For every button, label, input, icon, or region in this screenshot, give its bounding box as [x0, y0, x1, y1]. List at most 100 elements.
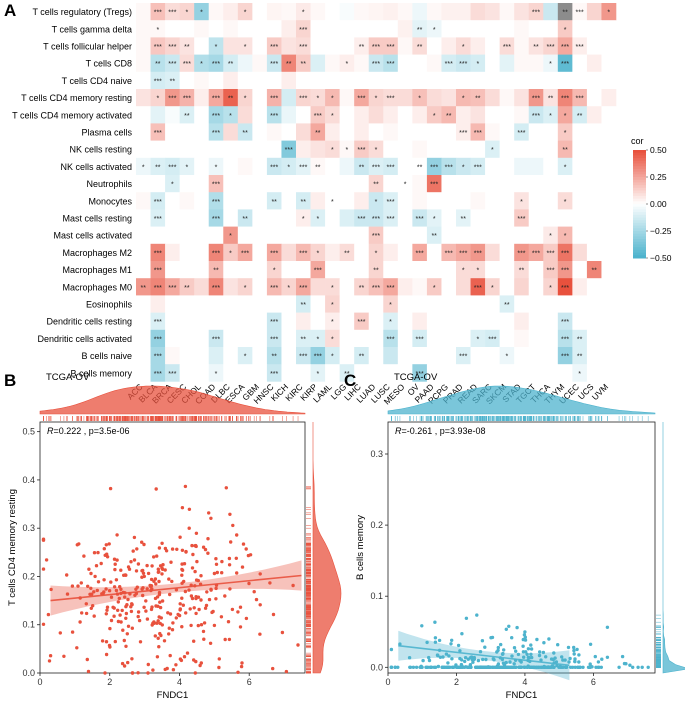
heatmap-cell — [412, 364, 428, 382]
heatmap-cell — [252, 157, 268, 176]
heatmap-cell — [354, 312, 370, 331]
scatter-point — [199, 574, 203, 578]
scatter-point — [205, 590, 209, 594]
heatmap-cell — [296, 54, 311, 73]
heatmap-cell — [281, 123, 297, 141]
scatter-point — [191, 552, 195, 557]
heatmap-cell — [557, 329, 573, 348]
scatter-point — [248, 553, 253, 557]
scatter-point — [547, 637, 551, 641]
heatmap-significance-label: *** — [154, 199, 162, 206]
scatter-point — [102, 578, 106, 582]
heatmap-cell — [557, 364, 573, 382]
heatmap-cell — [136, 261, 151, 279]
heatmap-significance-label: * — [156, 27, 159, 34]
heatmap-significance-label: * — [578, 371, 581, 378]
heatmap-cell — [208, 175, 224, 193]
heatmap-cell — [150, 243, 166, 262]
x-axis-label: FNDC1 — [506, 690, 538, 701]
heatmap-cell — [266, 20, 282, 38]
heatmap-cell — [514, 123, 530, 141]
heatmap-cell — [412, 261, 428, 279]
scatter-point — [194, 543, 198, 548]
legend-color-step — [633, 179, 646, 183]
heatmap-cell — [266, 295, 282, 313]
heatmap-cell — [572, 3, 588, 21]
heatmap-cell — [543, 209, 559, 227]
heatmap-cell — [485, 89, 500, 107]
heatmap-cell — [586, 226, 602, 245]
heatmap-cell — [281, 312, 297, 331]
scatter-point — [78, 620, 82, 624]
scatter-point — [170, 547, 175, 551]
correlation-annotation: R=-0.261 , p=3.93e-08 — [395, 426, 486, 436]
scatter-point — [209, 588, 213, 592]
scatter-point — [605, 625, 610, 629]
legend-color-step — [633, 204, 646, 208]
heatmap-significance-label: *** — [299, 96, 307, 103]
heatmap-cell — [194, 278, 210, 296]
heatmap-cell — [136, 175, 151, 193]
heatmap-cell — [179, 71, 195, 90]
heatmap-cell — [528, 20, 544, 38]
fit-line — [50, 574, 302, 602]
heatmap-cell — [281, 3, 297, 21]
scatter-point — [450, 638, 454, 642]
heatmap-cell — [397, 329, 413, 348]
heatmap-cell — [456, 278, 471, 296]
heatmap-cell — [252, 175, 268, 193]
heatmap-cell — [412, 20, 428, 38]
heatmap-cell — [528, 3, 544, 21]
heatmap-cell — [456, 20, 471, 38]
heatmap-significance-label: ** — [213, 268, 219, 275]
heatmap-cell — [557, 106, 573, 124]
heatmap-cell — [237, 89, 253, 107]
heatmap-cell — [572, 209, 588, 227]
heatmap-cell — [223, 329, 239, 348]
scatter-point — [152, 555, 156, 559]
heatmap-significance-label: *** — [416, 371, 424, 378]
heatmap-cell — [499, 140, 515, 159]
scatter-point — [155, 655, 160, 659]
heatmap-cell — [397, 123, 413, 141]
heatmap-significance-label: * — [331, 285, 334, 292]
legend-tick-label: −0.25 — [650, 226, 672, 236]
scatter-point — [512, 646, 517, 650]
heatmap-significance-label: *** — [445, 61, 453, 68]
heatmap-cell — [557, 209, 573, 227]
heatmap-cell — [456, 192, 471, 210]
heatmap-cell — [586, 209, 602, 227]
heatmap-significance-label: *** — [474, 164, 482, 171]
heatmap-cell — [514, 226, 530, 245]
heatmap-cell — [310, 54, 326, 73]
heatmap-cell — [368, 295, 384, 313]
scatter-point — [448, 665, 452, 669]
heatmap-cell — [296, 364, 311, 382]
heatmap-significance-label: *** — [532, 96, 540, 103]
heatmap-significance-label: *** — [168, 96, 176, 103]
heatmap-significance-label: * — [200, 61, 203, 68]
heatmap-cell — [441, 157, 457, 176]
heatmap-cell — [266, 192, 282, 210]
scatter-point — [393, 665, 397, 669]
scatter-point — [44, 558, 49, 562]
scatter-point — [129, 609, 134, 614]
heatmap-cell — [310, 295, 326, 313]
heatmap-cell — [223, 226, 239, 245]
heatmap-cell — [485, 71, 500, 90]
heatmap-cell — [237, 347, 253, 365]
legend-color-step — [633, 247, 646, 251]
scatter-point — [529, 643, 533, 647]
scatter-point — [463, 659, 467, 664]
heatmap-cell — [281, 54, 297, 73]
heatmap-significance-label: ** — [562, 10, 568, 17]
scatter-point — [525, 652, 529, 656]
heatmap-cell — [572, 54, 588, 73]
scatter-point — [199, 623, 204, 627]
heatmap-cell — [586, 37, 602, 55]
heatmap-significance-label: ** — [184, 113, 190, 120]
heatmap-cell — [208, 278, 224, 296]
heatmap-cell — [557, 278, 573, 296]
heatmap-cell — [485, 209, 500, 227]
heatmap-significance-label: *** — [474, 285, 482, 292]
